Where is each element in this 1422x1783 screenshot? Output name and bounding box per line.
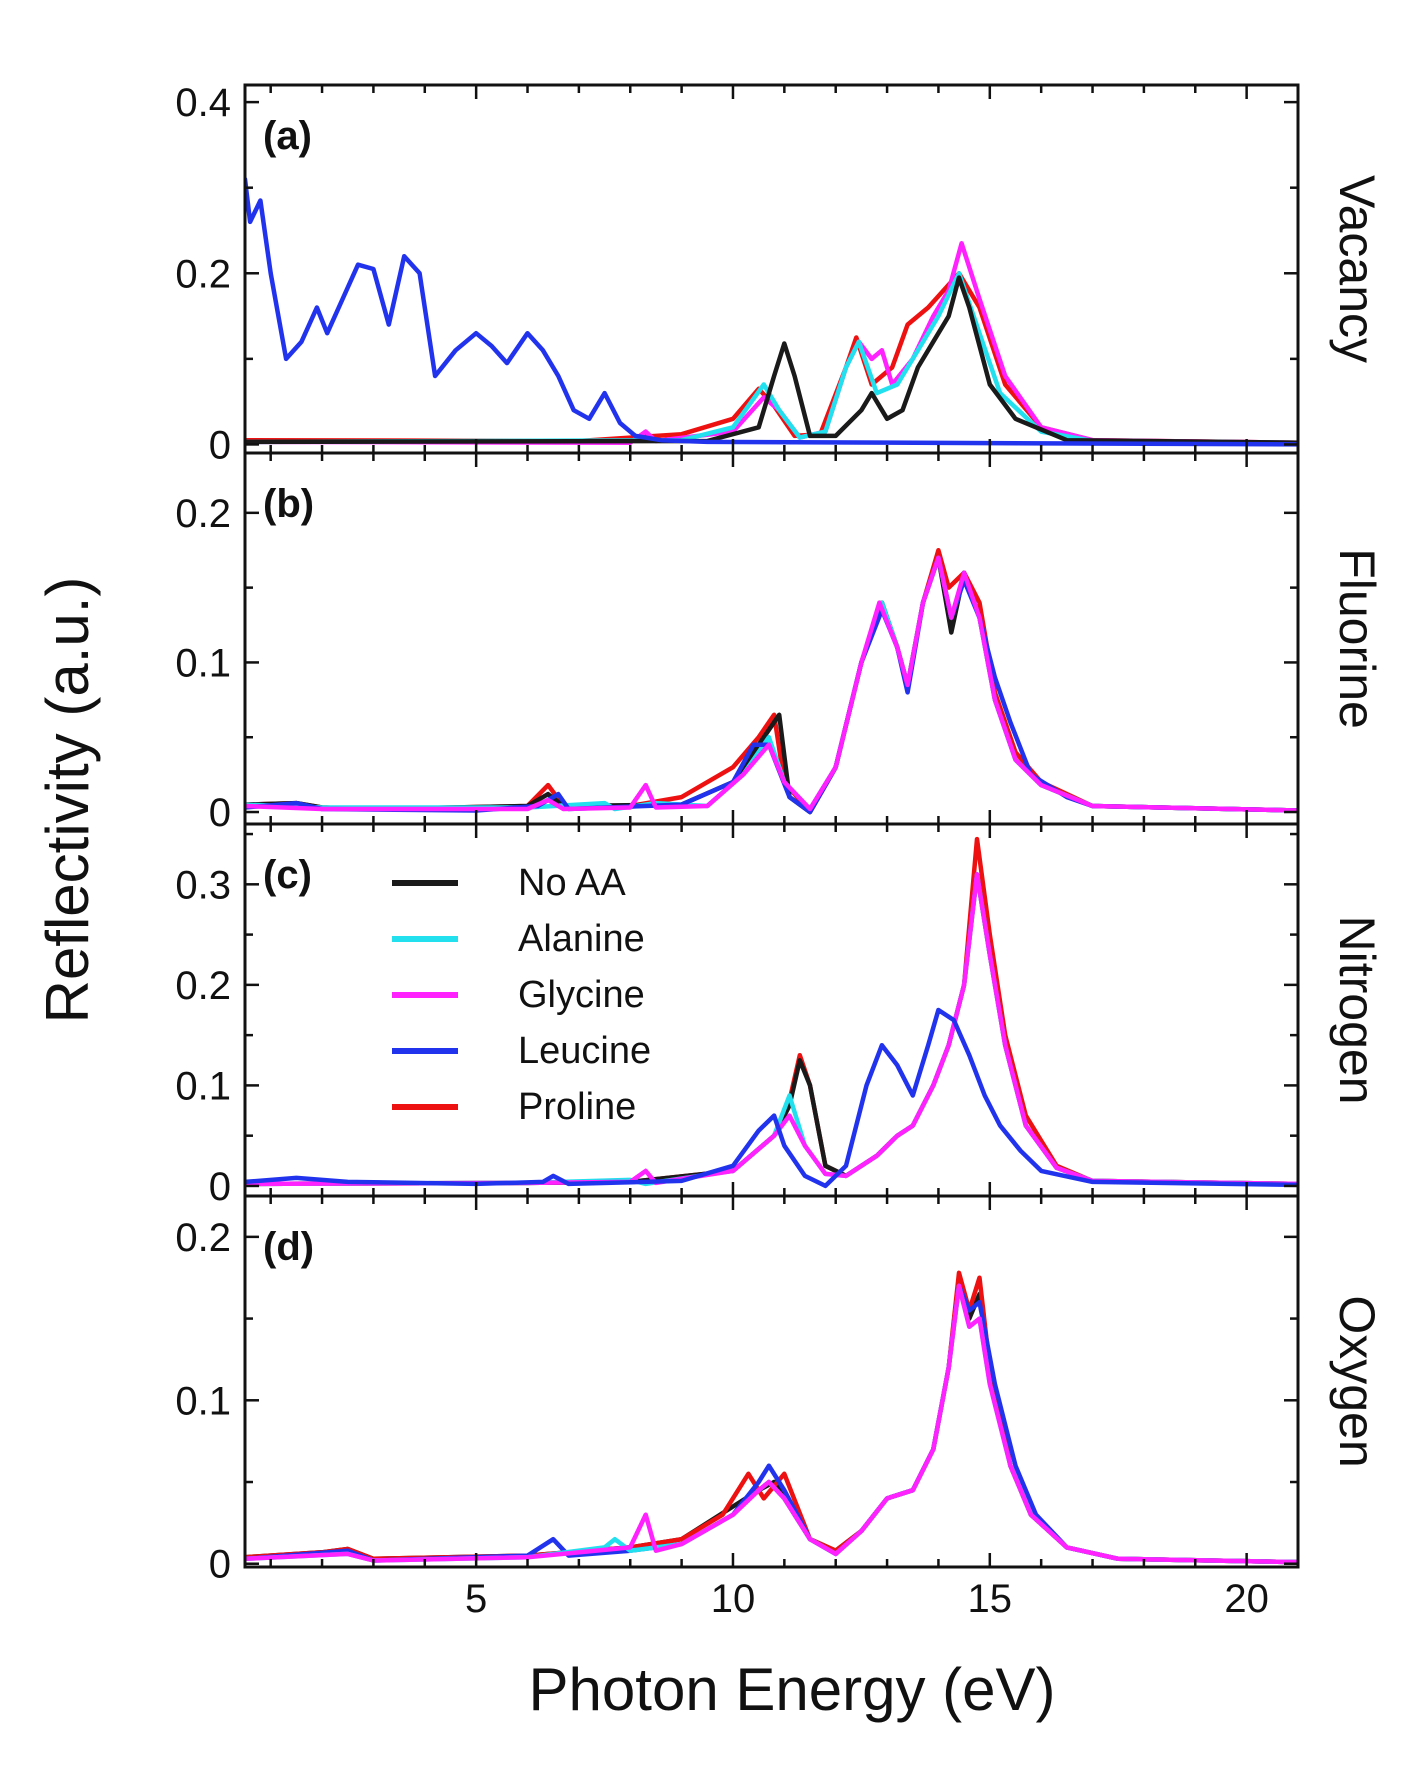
panel-oxygen-line-glycine <box>245 1283 1298 1565</box>
panel-oxygen-line-proline <box>245 1270 1298 1565</box>
legend-label-glycine: Glycine <box>518 974 645 1016</box>
legend-item-no-aa: No AA <box>392 862 626 904</box>
y-axis-title: Reflectivity (a.u.) <box>34 577 101 1024</box>
panel-fluorine-line-leucine <box>245 555 1298 815</box>
panel-nitrogen-y-tick-label: 0.1 <box>175 1064 231 1108</box>
panel-oxygen-line-leucine <box>245 1283 1298 1565</box>
legend-label-leucine: Leucine <box>518 1030 651 1072</box>
panel-oxygen-y-tick-label: 0 <box>209 1543 231 1587</box>
panel-oxygen-tag: (d) <box>263 1225 314 1269</box>
panel-oxygen: 0 0.1 0.2 (d) Oxygen <box>175 1194 1385 1587</box>
panel-fluorine: 0 0.1 0.2 (b) Fluorine <box>175 451 1385 835</box>
panel-nitrogen-series <box>245 836 1298 1189</box>
panel-oxygen-y-tick-label: 0.2 <box>175 1216 231 1260</box>
panel-vacancy-tag: (a) <box>263 114 312 158</box>
panel-vacancy-y-tick-label: 0 <box>209 423 231 467</box>
panel-fluorine-line-no-aa <box>245 555 1298 815</box>
panel-vacancy-line-no-aa <box>245 275 1298 445</box>
x-tick-label: 20 <box>1224 1577 1269 1621</box>
panel-oxygen-line-alanine <box>245 1283 1298 1565</box>
panel-nitrogen-y-tick-label: 0 <box>209 1165 231 1209</box>
panel-vacancy-y-tick-label: 0.2 <box>175 252 231 296</box>
panel-oxygen-side-label: Oxygen <box>1329 1295 1385 1467</box>
legend-label-proline: Proline <box>518 1086 636 1128</box>
legend-item-alanine: Alanine <box>392 918 645 960</box>
legend: No AA Alanine Glycine Leucine Proline <box>392 862 651 1128</box>
panel-fluorine-series <box>245 547 1298 815</box>
legend-item-glycine: Glycine <box>392 974 645 1016</box>
legend-label-alanine: Alanine <box>518 918 645 960</box>
panel-fluorine-tag: (b) <box>263 482 314 526</box>
panel-nitrogen-tag: (c) <box>263 853 312 897</box>
panel-oxygen-frame <box>243 1194 1300 1569</box>
panel-vacancy-line-proline <box>245 271 1298 445</box>
panel-oxygen-y-tick-label: 0.1 <box>175 1379 231 1423</box>
x-tick-label: 5 <box>465 1577 487 1621</box>
panel-fluorine-line-alanine <box>245 555 1298 813</box>
panel-vacancy-line-leucine <box>245 176 1298 447</box>
panel-fluorine-y-tick-label: 0 <box>209 791 231 835</box>
panel-oxygen-series <box>245 1270 1298 1565</box>
panel-fluorine-frame <box>243 451 1300 826</box>
legend-item-proline: Proline <box>392 1086 636 1128</box>
panel-nitrogen-side-label: Nitrogen <box>1329 916 1385 1105</box>
panel-nitrogen-y-tick-label: 0.2 <box>175 964 231 1008</box>
panel-nitrogen-line-proline <box>245 836 1298 1187</box>
panel-oxygen-line-no-aa <box>245 1275 1298 1565</box>
panel-nitrogen-line-glycine <box>245 872 1298 1187</box>
panel-fluorine-line-proline <box>245 547 1298 815</box>
panel-vacancy-series <box>245 176 1298 447</box>
legend-item-leucine: Leucine <box>392 1030 651 1072</box>
x-tick-label: 10 <box>711 1577 756 1621</box>
panel-nitrogen-line-leucine <box>245 1007 1298 1189</box>
x-tick-label: 15 <box>968 1577 1013 1621</box>
panel-fluorine-line-glycine <box>245 555 1298 813</box>
panel-nitrogen: 0 0.1 0.2 0.3 (c) Nitrogen <box>175 822 1385 1209</box>
panel-vacancy-line-glycine <box>245 241 1298 445</box>
panel-vacancy-y-tick-label: 0.4 <box>175 81 231 125</box>
panel-fluorine-y-tick-label: 0.2 <box>175 492 231 536</box>
panel-vacancy-side-label: Vacancy <box>1329 175 1385 363</box>
x-axis-labels: 5 10 15 20 <box>465 1577 1269 1621</box>
panel-vacancy: 0 0.2 0.4 (a) Vacancy <box>175 81 1385 467</box>
panel-nitrogen-y-tick-label: 0.3 <box>175 863 231 907</box>
panel-fluorine-side-label: Fluorine <box>1329 548 1385 729</box>
legend-label-no-aa: No AA <box>518 862 626 904</box>
x-axis-title: Photon Energy (eV) <box>529 1656 1056 1723</box>
panel-vacancy-line-alanine <box>245 271 1298 445</box>
panel-fluorine-y-tick-label: 0.1 <box>175 641 231 685</box>
